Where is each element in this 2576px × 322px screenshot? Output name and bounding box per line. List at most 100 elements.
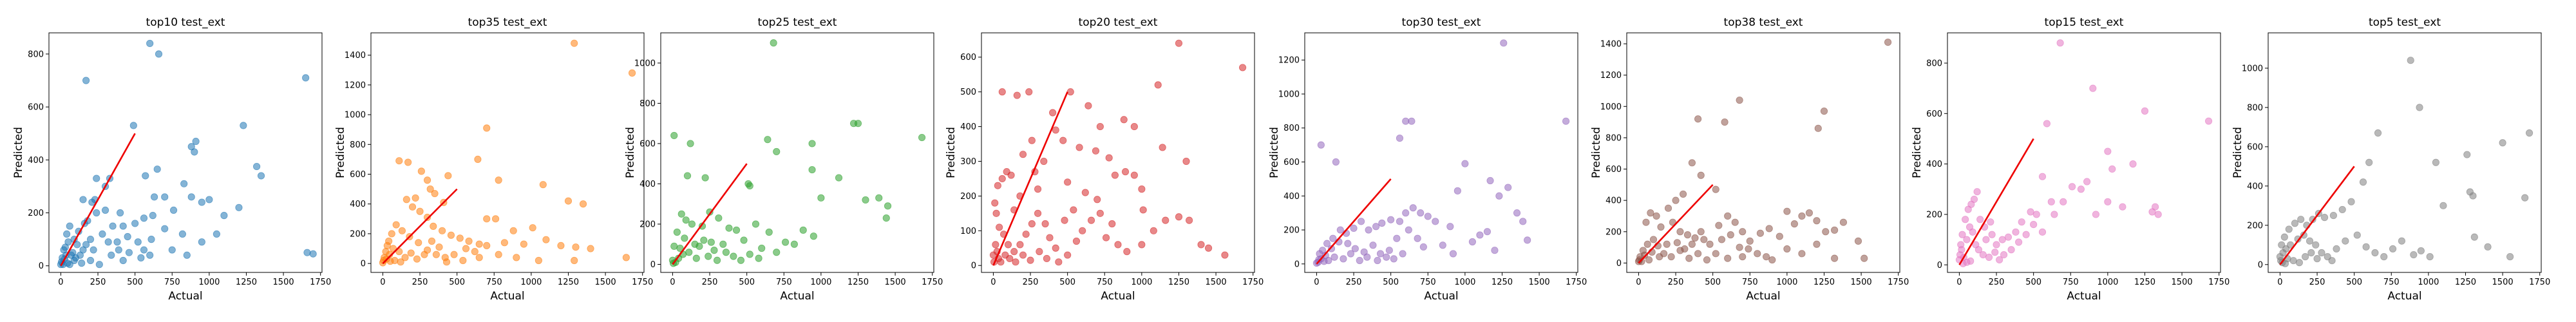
data-point	[151, 193, 158, 201]
y-tick-label: 400	[28, 156, 44, 166]
data-point	[1987, 218, 1994, 226]
x-tick-label: 500	[2346, 278, 2362, 287]
data-point	[1736, 96, 1743, 104]
y-tick-label: 400	[639, 180, 656, 189]
data-point	[428, 237, 436, 245]
data-point	[1715, 222, 1723, 229]
data-point	[1982, 236, 1990, 243]
data-point	[465, 237, 473, 245]
data-point	[1985, 253, 1993, 261]
data-point	[1162, 216, 1170, 224]
x-tick-label: 250	[412, 278, 428, 287]
data-point	[2119, 203, 2126, 211]
data-point	[1036, 248, 1043, 256]
data-point	[1365, 226, 1372, 234]
data-point	[2525, 129, 2533, 137]
data-point	[1186, 216, 1193, 224]
data-point	[1059, 137, 1067, 144]
data-point	[2286, 241, 2295, 249]
data-point	[713, 256, 721, 264]
data-point	[2018, 218, 2025, 226]
plot-title: top25 test_ext	[758, 16, 837, 29]
data-point	[746, 182, 753, 190]
data-point	[161, 225, 169, 232]
data-point	[1476, 231, 1484, 239]
data-point	[676, 244, 684, 252]
data-point	[2359, 178, 2367, 186]
data-point	[1712, 185, 1719, 193]
data-point	[1139, 206, 1147, 214]
y-tick-label: 800	[639, 99, 656, 109]
data-point	[692, 254, 700, 262]
data-point	[2398, 237, 2405, 245]
data-point	[1962, 216, 1969, 223]
data-point	[1439, 242, 1446, 249]
data-point	[2280, 233, 2288, 241]
data-point	[117, 209, 124, 217]
data-point	[1120, 116, 1128, 124]
x-tick-label: 1750	[2529, 278, 2550, 287]
data-point	[1694, 250, 1702, 258]
data-point	[1454, 187, 1461, 194]
data-point	[161, 193, 169, 201]
data-point	[1408, 117, 1416, 125]
y-axis-label: Predicted	[1268, 127, 1281, 178]
data-point	[2439, 202, 2447, 209]
data-point	[1066, 88, 1074, 96]
data-point	[1075, 144, 1083, 151]
x-tick-label: 1750	[1242, 278, 1264, 287]
data-point	[1813, 240, 1821, 248]
data-point	[790, 240, 798, 248]
data-point	[2032, 211, 2040, 218]
data-point	[2328, 257, 2336, 265]
y-tick-label: 0	[39, 261, 44, 271]
data-point	[1396, 134, 1404, 142]
data-point	[113, 238, 121, 246]
data-point	[1745, 245, 1752, 253]
data-point	[1963, 236, 1971, 243]
data-point	[1973, 188, 1981, 196]
data-point	[2000, 251, 2008, 259]
data-point	[1967, 257, 1975, 265]
data-point	[705, 252, 712, 260]
data-point	[2426, 253, 2434, 261]
data-point	[1081, 189, 1089, 196]
data-point	[423, 176, 431, 184]
y-tick-label: 800	[2247, 103, 2263, 113]
data-point	[2047, 198, 2055, 205]
data-point	[2371, 249, 2379, 257]
data-point	[1754, 250, 1761, 258]
data-point	[495, 176, 502, 184]
data-point	[1653, 212, 1660, 220]
data-point	[1064, 178, 1072, 186]
data-point	[1114, 241, 1122, 249]
data-point	[1010, 248, 1018, 256]
data-point	[415, 239, 422, 247]
data-point	[146, 39, 154, 48]
data-point	[205, 196, 213, 204]
data-point	[88, 198, 96, 206]
data-point	[1491, 247, 1499, 254]
subplot-1: top10 test_ext 0 250 500 750 1000 1250 1500 1750…	[12, 16, 331, 303]
data-point	[1776, 232, 1783, 240]
data-point	[1854, 237, 1862, 245]
data-point	[2307, 249, 2315, 257]
data-point	[1390, 255, 1397, 263]
data-point	[1344, 240, 1352, 247]
data-point	[755, 254, 762, 262]
data-point	[1396, 218, 1404, 225]
data-point	[1461, 160, 1469, 167]
data-point	[1034, 209, 1042, 217]
y-tick-label: 0	[2258, 260, 2263, 270]
data-point	[994, 182, 1001, 189]
y-tick-label: 1200	[1600, 71, 1622, 80]
y-tick-label: 0	[1937, 261, 1942, 270]
y-axis-label: Predicted	[1911, 127, 1924, 178]
x-tick-label: 0	[670, 278, 675, 287]
data-point	[1736, 243, 1743, 251]
data-point	[564, 197, 573, 205]
x-tick-label: 1250	[848, 278, 869, 287]
data-point	[153, 166, 161, 173]
y-tick-label: 200	[639, 220, 656, 229]
